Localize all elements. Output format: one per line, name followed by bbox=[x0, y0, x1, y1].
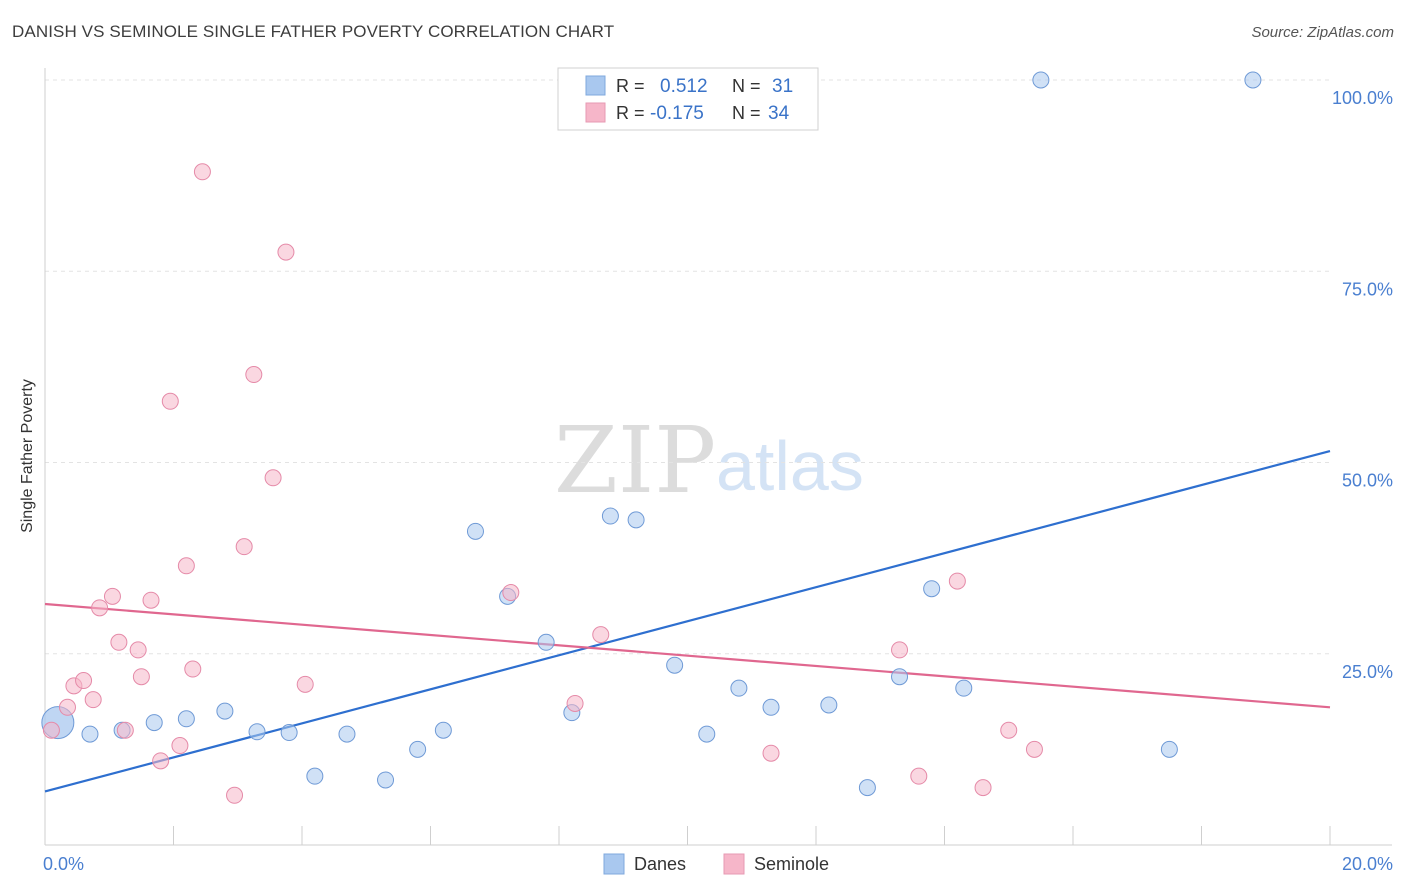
legend-item-danes[interactable]: Danes bbox=[603, 853, 686, 875]
legend-swatch-seminole bbox=[723, 853, 745, 875]
point-danes bbox=[248, 723, 266, 741]
point-danes bbox=[434, 721, 452, 739]
legend-label-danes: Danes bbox=[634, 854, 686, 874]
stats-r-value-danes: 0.512 bbox=[660, 76, 708, 97]
tick-labels: 25.0% 50.0% 75.0% 100.0% 0.0% 20.0% bbox=[43, 88, 1393, 874]
stats-swatch-danes bbox=[585, 75, 606, 96]
point-danes bbox=[730, 679, 748, 697]
point-danes bbox=[1244, 71, 1262, 89]
y-tick-label-50: 50.0% bbox=[1342, 471, 1393, 491]
point-danes bbox=[858, 779, 876, 797]
x-tick-label-0: 0.0% bbox=[43, 854, 84, 874]
x-tick-label-20: 20.0% bbox=[1342, 854, 1393, 874]
point-seminole bbox=[891, 641, 909, 659]
stats-r-label-danes: R = bbox=[616, 76, 645, 96]
point-danes bbox=[820, 696, 838, 714]
point-seminole bbox=[592, 626, 610, 644]
chart-title: DANISH VS SEMINOLE SINGLE FATHER POVERTY… bbox=[12, 22, 615, 41]
stats-n-label-seminole: N = bbox=[732, 103, 761, 123]
point-danes bbox=[306, 767, 324, 785]
point-danes bbox=[409, 740, 427, 758]
y-tick-label-75: 75.0% bbox=[1342, 279, 1393, 299]
point-seminole bbox=[235, 538, 253, 556]
y-tick-label-100: 100.0% bbox=[1332, 88, 1393, 108]
point-danes bbox=[145, 714, 163, 732]
point-danes bbox=[377, 771, 395, 789]
y-tick-label-25: 25.0% bbox=[1342, 662, 1393, 682]
legend-label-seminole: Seminole bbox=[754, 854, 829, 874]
point-seminole bbox=[103, 587, 121, 605]
point-danes bbox=[627, 511, 645, 529]
point-danes bbox=[955, 679, 973, 697]
point-danes bbox=[1032, 71, 1050, 89]
point-seminole bbox=[502, 584, 520, 602]
point-danes bbox=[537, 633, 555, 651]
point-seminole bbox=[116, 721, 134, 739]
point-seminole bbox=[58, 698, 76, 716]
point-seminole bbox=[110, 633, 128, 651]
point-seminole bbox=[762, 744, 780, 762]
stats-n-value-danes: 31 bbox=[772, 76, 793, 97]
point-danes bbox=[891, 668, 909, 686]
point-seminole bbox=[177, 557, 195, 575]
trend-line-seminole bbox=[44, 602, 1331, 709]
point-seminole bbox=[1000, 721, 1018, 739]
watermark: ZIP atlas bbox=[554, 407, 864, 514]
point-danes bbox=[81, 725, 99, 743]
point-seminole bbox=[42, 721, 60, 739]
point-seminole bbox=[84, 691, 102, 709]
point-seminole bbox=[132, 668, 150, 686]
watermark-zip: ZIP bbox=[554, 407, 716, 514]
point-seminole bbox=[161, 392, 179, 410]
legend-item-seminole[interactable]: Seminole bbox=[723, 853, 829, 875]
point-danes bbox=[601, 507, 619, 525]
stats-n-label-danes: N = bbox=[732, 76, 761, 96]
point-danes bbox=[280, 724, 298, 742]
point-seminole bbox=[91, 599, 109, 617]
point-danes bbox=[762, 698, 780, 716]
data-points bbox=[41, 71, 1262, 804]
point-seminole bbox=[974, 779, 992, 797]
stats-r-label-seminole: R = bbox=[616, 103, 645, 123]
point-danes bbox=[698, 725, 716, 743]
point-seminole bbox=[264, 469, 282, 487]
stats-n-value-seminole: 34 bbox=[768, 103, 790, 124]
point-danes bbox=[177, 710, 195, 728]
source-credit: Source: ZipAtlas.com bbox=[1251, 24, 1394, 41]
stats-r-value-seminole: -0.175 bbox=[650, 103, 704, 124]
point-danes bbox=[666, 656, 684, 674]
point-seminole bbox=[566, 694, 584, 712]
point-seminole bbox=[1025, 740, 1043, 758]
point-danes bbox=[216, 702, 234, 720]
point-danes bbox=[338, 725, 356, 743]
point-seminole bbox=[129, 641, 147, 659]
point-seminole bbox=[193, 163, 211, 181]
point-seminole bbox=[296, 675, 314, 693]
point-seminole bbox=[226, 786, 244, 804]
point-seminole bbox=[142, 591, 160, 609]
point-seminole bbox=[152, 752, 170, 770]
stats-swatch-seminole bbox=[585, 102, 606, 123]
stats-legend: R = 0.512 N = 31 R = -0.175 N = 34 bbox=[557, 67, 819, 131]
point-danes bbox=[466, 522, 484, 540]
point-seminole bbox=[245, 366, 263, 384]
point-seminole bbox=[277, 243, 295, 261]
series-legend: Danes Seminole bbox=[603, 853, 829, 875]
legend-swatch-danes bbox=[603, 853, 625, 875]
point-seminole bbox=[75, 672, 93, 690]
point-seminole bbox=[171, 737, 189, 755]
point-danes bbox=[1160, 740, 1178, 758]
point-seminole bbox=[910, 767, 928, 785]
point-seminole bbox=[948, 572, 966, 590]
point-danes bbox=[923, 580, 941, 598]
point-seminole bbox=[184, 660, 202, 678]
watermark-atlas: atlas bbox=[716, 427, 864, 505]
gridlines bbox=[45, 79, 1330, 655]
